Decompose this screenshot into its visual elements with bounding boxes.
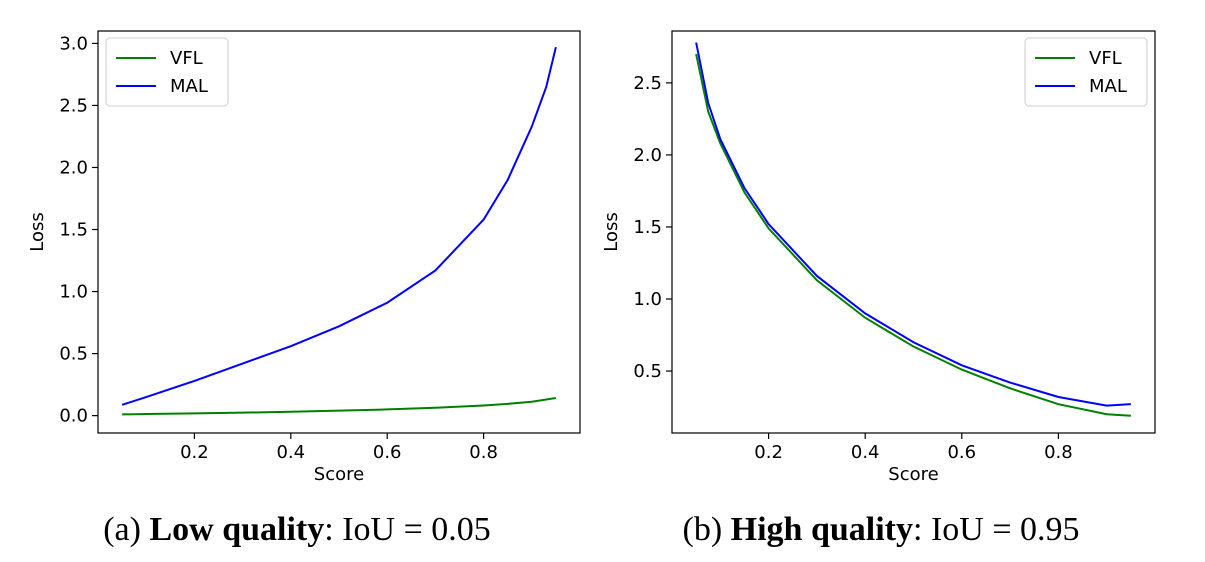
legend: VFL MAL (1024, 37, 1148, 107)
caption-bold: Low quality (149, 511, 324, 548)
x-tick-label: 0.8 (1044, 442, 1073, 463)
caption-bold: High quality (731, 511, 913, 548)
legend-label-mal: MAL (1089, 76, 1127, 97)
series-line-vfl (695, 53, 1131, 417)
x-tick-label: 0.6 (373, 442, 402, 463)
y-tick-label: 2.0 (633, 145, 662, 166)
y-tick-label: 0.5 (633, 361, 662, 382)
legend-label-vfl: VFL (170, 48, 203, 69)
series-line-mal (695, 42, 1131, 407)
y-tick-label: 2.5 (59, 95, 88, 116)
axes-frame (97, 30, 581, 434)
caption-suffix: : IoU = 0.95 (913, 511, 1080, 548)
x-tick-label: 0.4 (851, 442, 880, 463)
x-tick-label: 0.4 (276, 442, 305, 463)
y-tick-label: 2.0 (59, 157, 88, 178)
chart-panel-2: 0.2 0.4 0.6 0.8 0.5 1.0 1.5 2.0 2.5 Score Loss VFL M… (601, 30, 1156, 548)
caption-prefix: (a) (103, 511, 149, 548)
y-tick-label: 1.5 (59, 220, 88, 241)
legend-label-vfl: VFL (1089, 48, 1122, 69)
axes-frame (671, 30, 1156, 434)
y-tick-label: 0.5 (59, 344, 88, 365)
x-tick-label: 0.8 (469, 442, 498, 463)
x-tick-label: 0.2 (754, 442, 783, 463)
subfigure-caption: (a) Low quality: IoU = 0.05 (103, 511, 491, 548)
subfigure-caption: (b) High quality: IoU = 0.95 (683, 511, 1080, 548)
y-tick-label: 3.0 (59, 33, 88, 54)
y-tick-label: 1.0 (633, 289, 662, 310)
chart-panel-1: 0.2 0.4 0.6 0.8 0.0 0.5 1.0 1.5 2.0 2.5 3.0 Score Lo… (27, 30, 581, 548)
y-tick-label: 2.5 (633, 73, 662, 94)
x-axis-label: Score (314, 464, 364, 485)
y-axis-label: Loss (27, 212, 48, 251)
x-tick-label: 0.2 (180, 442, 209, 463)
y-tick-label: 0.0 (59, 406, 88, 427)
y-axis-label: Loss (601, 212, 622, 251)
series-line-mal (121, 46, 557, 406)
x-tick-label: 0.6 (947, 442, 976, 463)
legend-box (1024, 37, 1148, 107)
legend-label-mal: MAL (170, 76, 208, 97)
caption-suffix: : IoU = 0.05 (324, 511, 491, 548)
legend-box (105, 37, 229, 107)
legend: VFL MAL (105, 37, 229, 107)
y-tick-label: 1.0 (59, 282, 88, 303)
caption-prefix: (b) (683, 511, 731, 548)
x-axis-label: Score (888, 464, 938, 485)
y-tick-label: 1.5 (633, 217, 662, 238)
series-line-vfl (122, 397, 557, 416)
